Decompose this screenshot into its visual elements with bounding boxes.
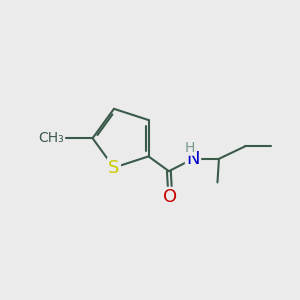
Text: S: S	[108, 159, 120, 177]
Text: N: N	[186, 150, 200, 168]
Text: H: H	[185, 141, 195, 154]
Text: CH₃: CH₃	[38, 131, 64, 145]
Text: O: O	[163, 188, 177, 206]
